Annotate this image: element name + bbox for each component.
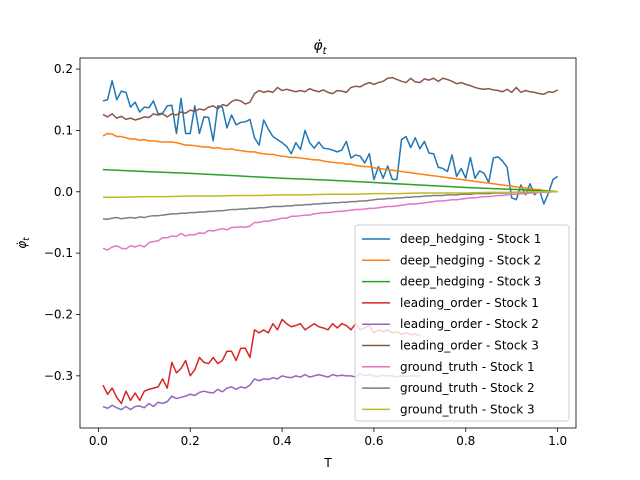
y-tick-label: −0.1 (44, 246, 73, 260)
series-line-3 (102, 168, 558, 193)
series-line-9 (102, 191, 558, 199)
y-tick-label: −0.2 (44, 307, 73, 321)
series-line-6 (102, 76, 558, 121)
legend-label-3: deep_hedging - Stock 3 (400, 275, 541, 289)
legend: deep_hedging - Stock 1 deep_hedging - Sto… (354, 224, 570, 422)
legend-label-6: leading_order - Stock 3 (400, 339, 539, 353)
x-tick-label: 0.2 (181, 434, 200, 448)
plot-area: 0.0 0.2 0.4 0.6 0.8 1.0 0.2 0.1 0.0 −0.1 −0.2 −0.3 (44, 57, 577, 448)
x-tick-label: 0.8 (456, 434, 475, 448)
y-tick-label: 0.1 (54, 123, 73, 137)
legend-label-9: ground_truth - Stock 3 (400, 402, 535, 416)
legend-label-2: deep_hedging - Stock 2 (400, 253, 541, 267)
legend-entries: deep_hedging - Stock 1 deep_hedging - Sto… (362, 232, 541, 416)
x-tick-label: 0.6 (364, 434, 383, 448)
legend-label-1: deep_hedging - Stock 1 (400, 232, 541, 246)
y-axis: 0.2 0.1 0.0 −0.1 −0.2 −0.3 (44, 62, 80, 383)
series-layer (102, 76, 559, 411)
series-line-7 (102, 191, 558, 251)
series-line-2 (102, 132, 558, 193)
series-line-8 (102, 191, 558, 221)
legend-label-4: leading_order - Stock 1 (400, 296, 539, 310)
x-tick-label: 0.4 (273, 434, 292, 448)
legend-box (354, 224, 570, 422)
series-line-1 (102, 79, 559, 205)
chart-title-subscript: t (323, 46, 328, 57)
y-tick-label: −0.3 (44, 369, 73, 383)
x-axis-label: T (323, 456, 332, 470)
chart-title-main: φ̇ (313, 38, 323, 54)
legend-label-5: leading_order - Stock 2 (400, 317, 539, 331)
y-axis-label-main: φ̇ (15, 241, 29, 249)
axes-frame (79, 57, 577, 429)
x-axis: 0.0 0.2 0.4 0.6 0.8 1.0 (89, 428, 567, 448)
chart-title: φ̇t (313, 38, 327, 57)
y-axis-label-subscript: t (22, 237, 32, 241)
y-tick-label: 0.0 (54, 185, 73, 199)
y-tick-label: 0.2 (54, 62, 73, 76)
y-axis-label: φ̇t (15, 237, 32, 249)
x-tick-label: 0.0 (89, 434, 108, 448)
x-tick-label: 1.0 (548, 434, 567, 448)
legend-label-8: ground_truth - Stock 2 (400, 381, 535, 395)
legend-label-7: ground_truth - Stock 1 (400, 360, 535, 374)
